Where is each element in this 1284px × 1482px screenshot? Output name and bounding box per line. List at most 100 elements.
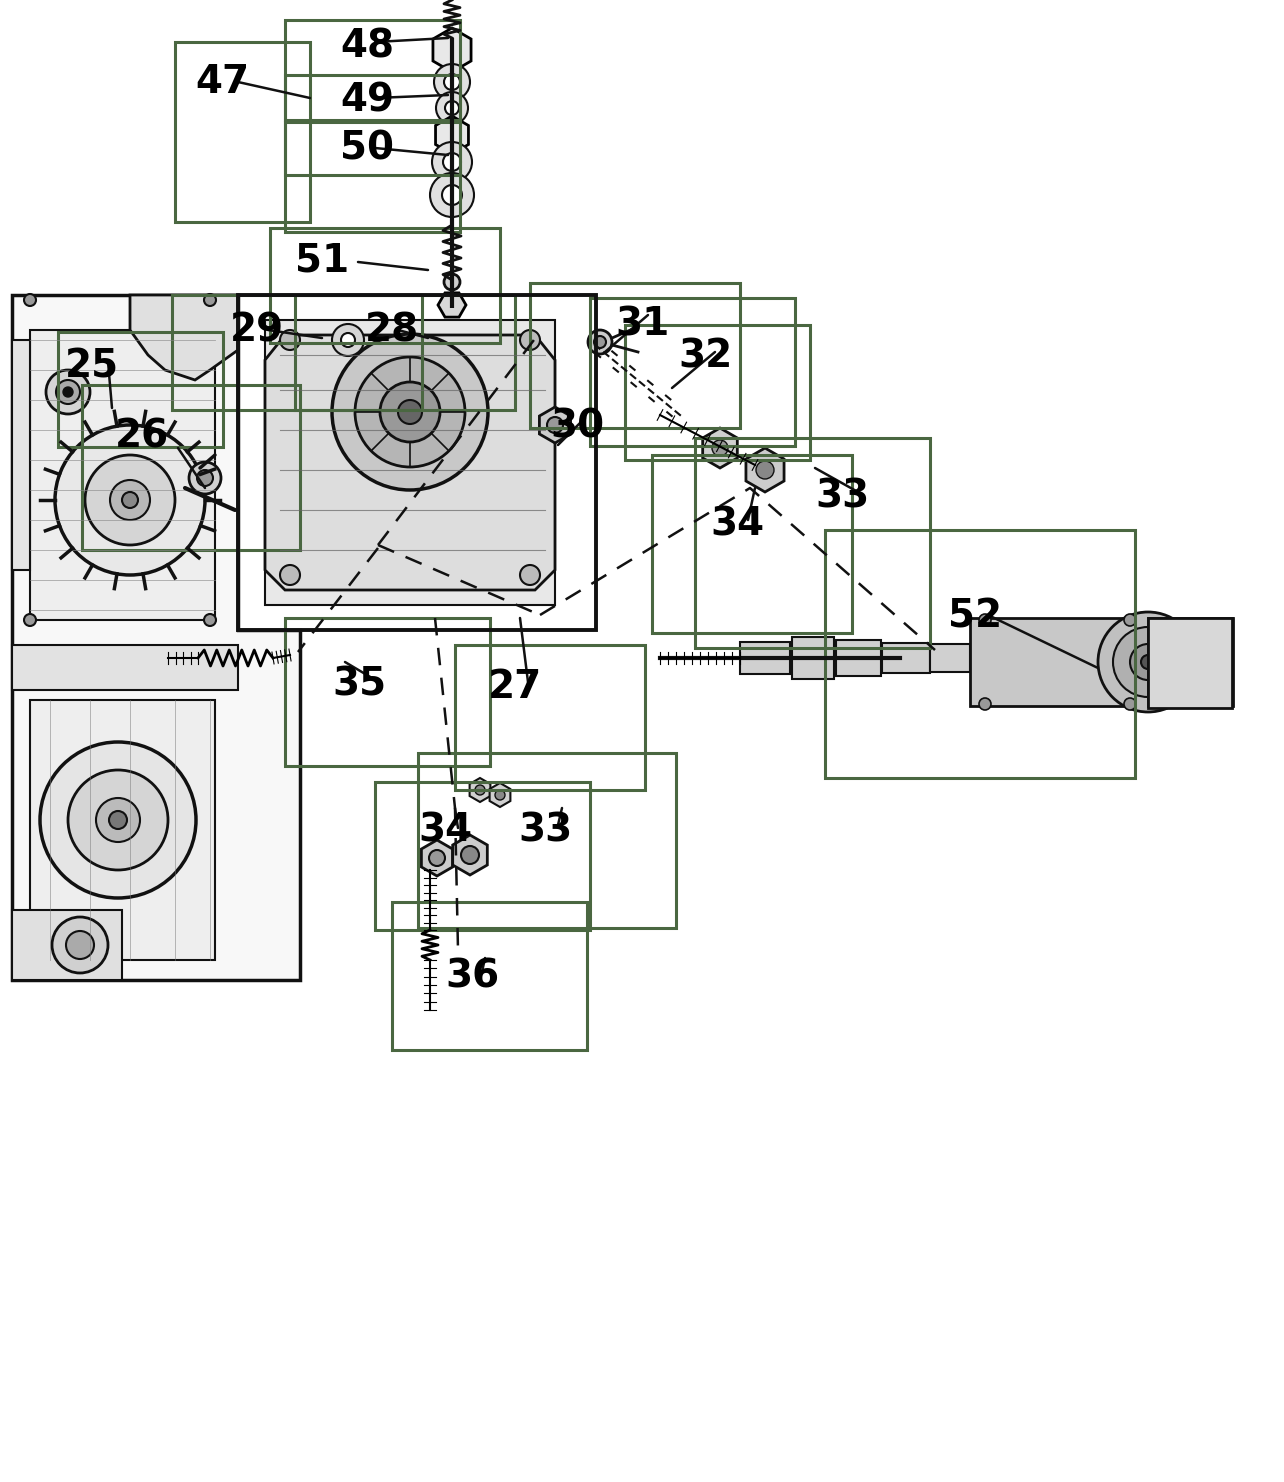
Circle shape (333, 325, 363, 356)
Circle shape (51, 917, 108, 974)
Text: 31: 31 (615, 305, 669, 342)
Polygon shape (12, 645, 238, 691)
Bar (238, 295, 596, 630)
Circle shape (442, 185, 462, 205)
Circle shape (756, 461, 774, 479)
Circle shape (444, 74, 460, 90)
Text: 35: 35 (333, 665, 386, 702)
Bar (285, 122, 460, 233)
Bar (285, 19, 460, 120)
Circle shape (342, 333, 354, 347)
Circle shape (461, 846, 479, 864)
Bar (625, 325, 810, 459)
Polygon shape (435, 116, 469, 154)
Circle shape (443, 153, 461, 170)
Bar (375, 782, 591, 931)
Circle shape (429, 851, 446, 865)
Circle shape (1124, 698, 1136, 710)
Bar (12, 910, 122, 980)
Circle shape (24, 614, 36, 625)
Circle shape (280, 565, 300, 585)
Text: 28: 28 (365, 313, 419, 350)
Bar (419, 753, 675, 928)
Bar (172, 295, 422, 411)
Text: 33: 33 (517, 812, 573, 851)
Circle shape (333, 333, 488, 491)
Circle shape (444, 274, 460, 290)
Polygon shape (489, 782, 511, 808)
Text: 50: 50 (340, 130, 394, 167)
Circle shape (446, 101, 458, 116)
Bar (882, 643, 930, 673)
Bar (591, 298, 795, 446)
Text: 26: 26 (116, 418, 169, 456)
Circle shape (380, 382, 440, 442)
Bar (270, 228, 499, 342)
Polygon shape (702, 428, 737, 468)
Polygon shape (265, 335, 555, 590)
Circle shape (40, 742, 196, 898)
Circle shape (56, 379, 80, 405)
Bar (1148, 618, 1233, 708)
Bar (58, 332, 223, 448)
Circle shape (122, 492, 137, 508)
Polygon shape (12, 295, 300, 980)
Circle shape (475, 785, 485, 794)
Circle shape (65, 931, 94, 959)
Text: 30: 30 (550, 408, 605, 446)
Text: 32: 32 (678, 338, 732, 376)
Text: 36: 36 (446, 957, 499, 996)
Circle shape (189, 462, 221, 494)
Circle shape (978, 614, 991, 625)
Circle shape (437, 92, 467, 124)
Circle shape (520, 565, 541, 585)
Text: 34: 34 (710, 505, 764, 542)
Circle shape (196, 470, 213, 486)
Circle shape (588, 330, 612, 354)
Circle shape (46, 370, 90, 413)
Polygon shape (130, 295, 238, 379)
Circle shape (110, 480, 150, 520)
Text: 33: 33 (815, 479, 869, 516)
Text: 29: 29 (230, 313, 284, 350)
Bar (826, 531, 1135, 778)
Bar (392, 903, 587, 1051)
Bar (285, 76, 460, 175)
Text: 27: 27 (488, 668, 542, 705)
Circle shape (1130, 645, 1166, 680)
Circle shape (1098, 612, 1198, 711)
Bar (82, 385, 300, 550)
Circle shape (204, 293, 216, 305)
Circle shape (1113, 627, 1183, 697)
Bar (175, 41, 309, 222)
Circle shape (24, 293, 36, 305)
Circle shape (547, 416, 562, 433)
Circle shape (96, 797, 140, 842)
Circle shape (204, 614, 216, 625)
Bar (530, 283, 740, 428)
Text: 48: 48 (340, 28, 394, 67)
Bar (285, 618, 490, 766)
Text: 25: 25 (65, 348, 119, 385)
Bar (30, 700, 214, 960)
Bar (836, 640, 881, 676)
Polygon shape (470, 778, 490, 802)
Circle shape (398, 400, 422, 424)
Bar (295, 295, 515, 411)
Bar (969, 618, 1145, 705)
Text: 49: 49 (340, 82, 394, 120)
Circle shape (713, 440, 728, 456)
Polygon shape (453, 834, 488, 874)
Bar (740, 642, 790, 674)
Circle shape (1141, 655, 1156, 668)
Circle shape (434, 64, 470, 99)
Circle shape (594, 336, 606, 348)
Circle shape (978, 698, 991, 710)
Text: 47: 47 (195, 64, 249, 101)
Bar (455, 645, 645, 790)
Bar (265, 320, 555, 605)
Polygon shape (12, 339, 30, 571)
Bar (930, 645, 969, 671)
Circle shape (63, 387, 73, 397)
Circle shape (431, 142, 473, 182)
